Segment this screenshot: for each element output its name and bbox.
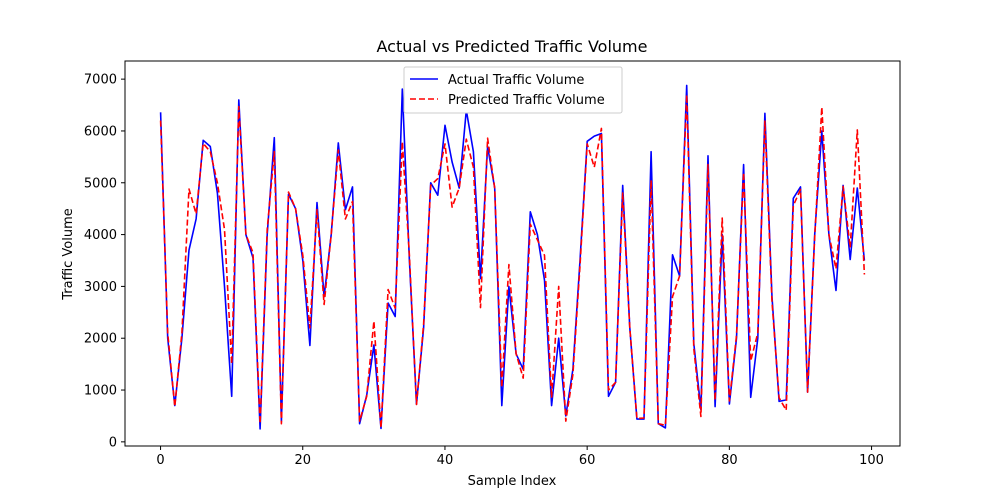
x-tick-label: 0 <box>156 453 164 468</box>
y-axis-label: Traffic Volume <box>61 208 76 301</box>
plot-area: 0 20 40 60 80 1000100020003000400050006000700… <box>84 60 901 468</box>
legend-box <box>403 66 623 114</box>
axes-frame <box>124 60 901 447</box>
y-tick-label: 5000 <box>84 176 117 191</box>
y-tick-label: 1000 <box>84 384 117 399</box>
x-tick-label: 20 <box>294 453 311 468</box>
y-tick-label: 4000 <box>84 228 117 243</box>
y-tick-label: 3000 <box>84 280 117 295</box>
x-axis-label: Sample Index <box>468 474 557 489</box>
y-tick-label: 6000 <box>84 124 117 139</box>
series-line-predicted <box>159 93 866 429</box>
y-tick-label: 2000 <box>84 332 117 347</box>
y-tick-label: 0 <box>109 435 117 450</box>
x-tick-label: 40 <box>437 453 454 468</box>
legend-label-predicted: Predicted Traffic Volume <box>448 93 605 108</box>
legend-label-actual: Actual Traffic Volume <box>448 73 584 88</box>
x-tick-label: 60 <box>579 453 596 468</box>
y-tick-label: 7000 <box>84 73 117 88</box>
chart-title: Actual vs Predicted Traffic Volume <box>377 37 648 56</box>
x-tick-label: 80 <box>721 453 738 468</box>
legend: Actual Traffic Volume Predicted Traffic … <box>403 66 623 114</box>
x-tick-label: 100 <box>859 453 884 468</box>
